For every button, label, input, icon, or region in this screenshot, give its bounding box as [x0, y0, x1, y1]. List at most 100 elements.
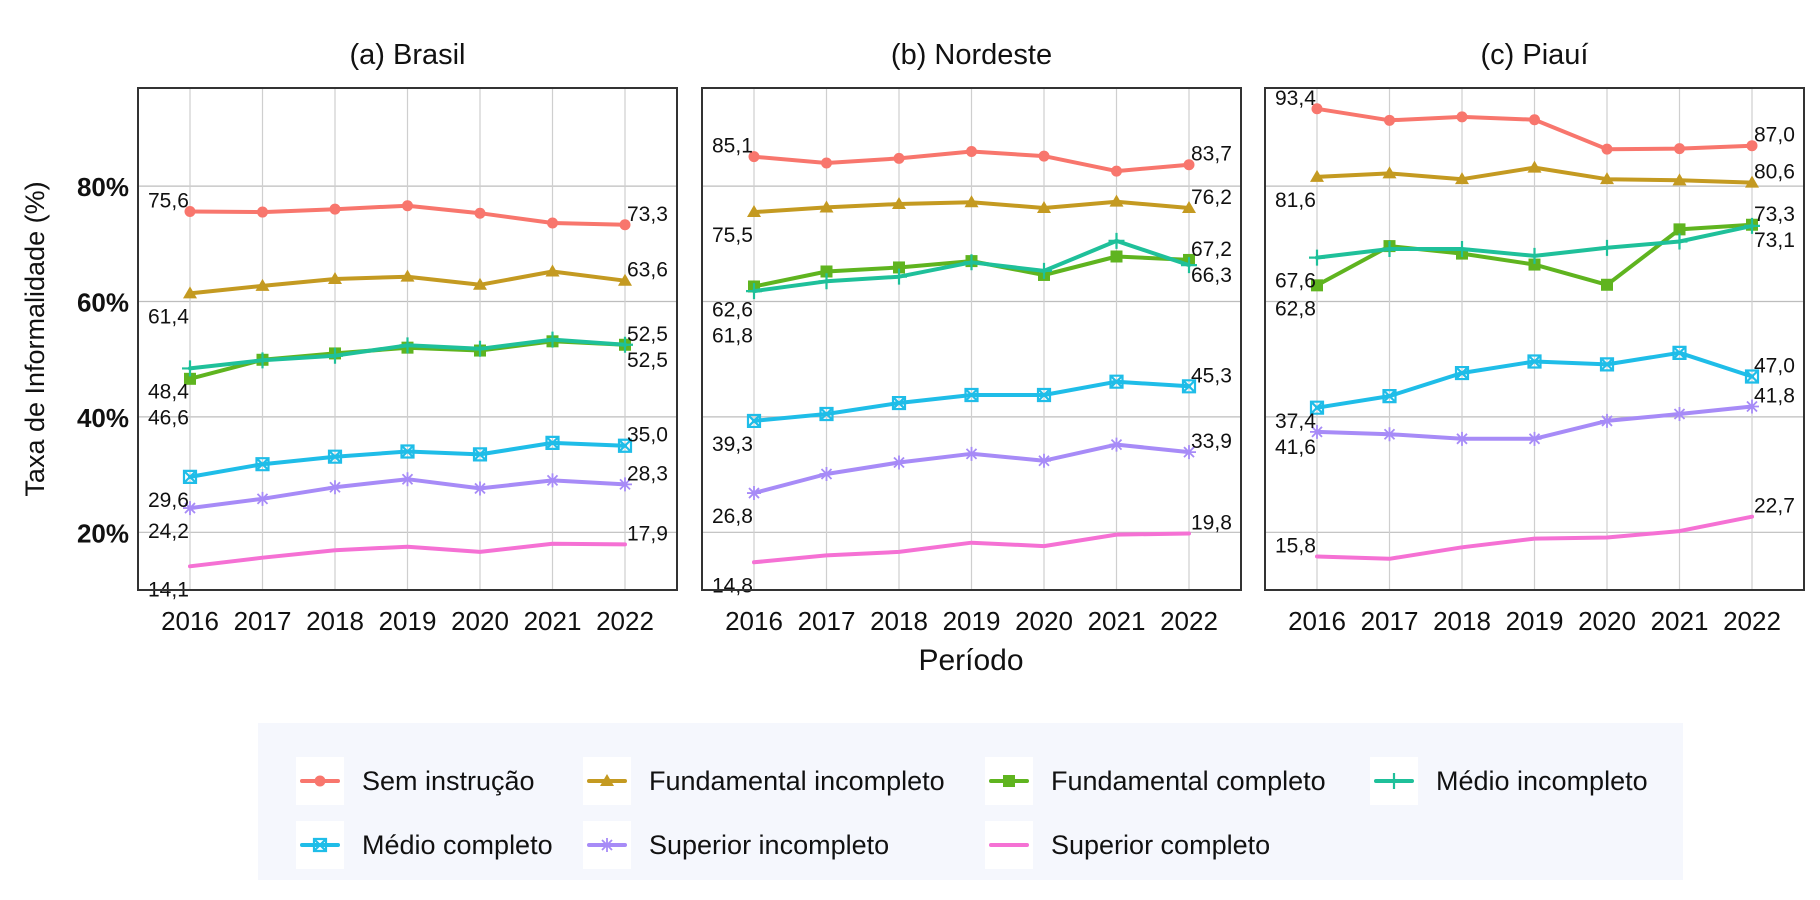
- y-tick-label: 20%: [77, 518, 129, 548]
- data-point: [1673, 223, 1686, 236]
- data-point: [1310, 424, 1324, 439]
- x-tick-label: 2021: [1088, 606, 1146, 636]
- data-point: [473, 277, 487, 290]
- x-tick-label: 2016: [725, 606, 783, 636]
- series-sem-instrucao: [748, 145, 1195, 177]
- series-sem-instrucao: [184, 200, 631, 231]
- data-point: [400, 444, 415, 459]
- data-point: [964, 387, 979, 403]
- panel-a-brasil: (a) Brasil 2016 2017 2018 2019 2020 2021 2022 75…: [137, 39, 678, 636]
- data-point: [1384, 114, 1395, 126]
- data-point: [1037, 201, 1051, 214]
- series-sem-instrucao: [1311, 103, 1758, 155]
- data-point: [1674, 143, 1685, 155]
- data-point: [182, 360, 198, 377]
- data-point: [1746, 140, 1758, 152]
- data-point: [966, 145, 977, 157]
- panel-title: (c) Piauí: [1481, 39, 1589, 71]
- data-point: [1744, 217, 1760, 234]
- data-point: [617, 336, 633, 353]
- data-point: [1454, 240, 1470, 257]
- data-point: [400, 472, 415, 487]
- data-point: [1528, 258, 1541, 271]
- data-point: [545, 473, 560, 488]
- data-point: [399, 337, 416, 354]
- x-tick-label: 2020: [1578, 606, 1636, 636]
- data-point: [472, 340, 488, 357]
- data-point: [1527, 354, 1542, 369]
- data-point: [1108, 232, 1125, 249]
- legend-label: Fundamental completo: [1051, 765, 1326, 796]
- legend-item-sem-instrucao: Sem instrução: [296, 757, 535, 805]
- series-fundamental-incompleto: [1310, 160, 1759, 188]
- data-point: [182, 469, 198, 485]
- data-point: [1309, 400, 1325, 415]
- data-label: 83,7: [1191, 143, 1232, 166]
- data-point: [1036, 262, 1052, 279]
- data-point: [746, 283, 762, 300]
- legend-marker: [1386, 773, 1402, 789]
- data-label: 46,6: [148, 406, 189, 429]
- data-point: [747, 486, 761, 501]
- legend-label: Superior incompleto: [649, 829, 890, 860]
- data-point: [1038, 150, 1050, 162]
- data-point: [819, 200, 834, 213]
- data-point: [257, 206, 268, 218]
- data-label: 28,3: [627, 462, 668, 485]
- data-label: 47,0: [1754, 355, 1795, 378]
- legend-item-medio-completo: Médio completo: [296, 821, 553, 869]
- legend-key-medio-incompleto: [1370, 757, 1418, 805]
- data-point: [255, 457, 270, 472]
- data-point: [472, 447, 488, 462]
- data-point: [1599, 357, 1615, 372]
- data-point: [1527, 160, 1542, 173]
- panel-title: (a) Brasil: [349, 39, 465, 71]
- series-medio-completo: [746, 374, 1197, 429]
- data-point: [1599, 239, 1615, 256]
- x-tick-label: 2022: [1723, 606, 1781, 636]
- data-label: 73,3: [1754, 203, 1795, 226]
- data-point: [618, 273, 632, 286]
- data-point: [547, 217, 558, 229]
- legend-key-medio-completo: [296, 821, 344, 869]
- legend-marker: [600, 838, 614, 852]
- legend-label: Médio incompleto: [1436, 765, 1648, 796]
- data-point: [183, 501, 197, 516]
- data-label: 45,3: [1191, 364, 1232, 387]
- data-point: [473, 481, 487, 496]
- data-label: 75,6: [148, 189, 189, 212]
- data-point: [328, 480, 342, 495]
- data-point: [402, 200, 413, 212]
- data-point: [328, 271, 342, 284]
- data-label: 22,7: [1754, 495, 1795, 518]
- legend-key-sem-instrucao: [296, 757, 344, 805]
- data-point: [327, 449, 343, 464]
- data-label: 52,5: [627, 323, 668, 346]
- data-label: 75,5: [712, 224, 753, 247]
- legend-item-medio-incompleto: Médio incompleto: [1370, 757, 1648, 805]
- data-point: [1455, 431, 1469, 446]
- data-point: [1672, 173, 1687, 186]
- x-tick-label: 2018: [1433, 606, 1491, 636]
- series-medio-incompleto: [1309, 217, 1760, 266]
- data-point: [1601, 143, 1613, 155]
- x-tick-label: 2016: [1288, 606, 1346, 636]
- x-tick-label: 2018: [306, 606, 364, 636]
- data-point: [327, 347, 343, 364]
- data-point: [1181, 379, 1197, 394]
- panel-frame: [1264, 87, 1805, 591]
- data-point: [819, 467, 834, 482]
- x-tick-label: 2017: [234, 606, 292, 636]
- data-point: [1311, 103, 1323, 115]
- data-point: [619, 219, 631, 231]
- x-tick-label: 2020: [1015, 606, 1073, 636]
- legend-marker: [312, 837, 328, 853]
- legend-key-superior-completo: [985, 821, 1033, 869]
- x-tick-label: 2016: [161, 606, 219, 636]
- data-point: [1382, 389, 1397, 404]
- data-label: 66,3: [1191, 264, 1232, 287]
- data-point: [400, 269, 415, 282]
- x-tick-label: 2021: [1651, 606, 1709, 636]
- data-point: [1601, 278, 1613, 291]
- data-point: [1600, 413, 1614, 428]
